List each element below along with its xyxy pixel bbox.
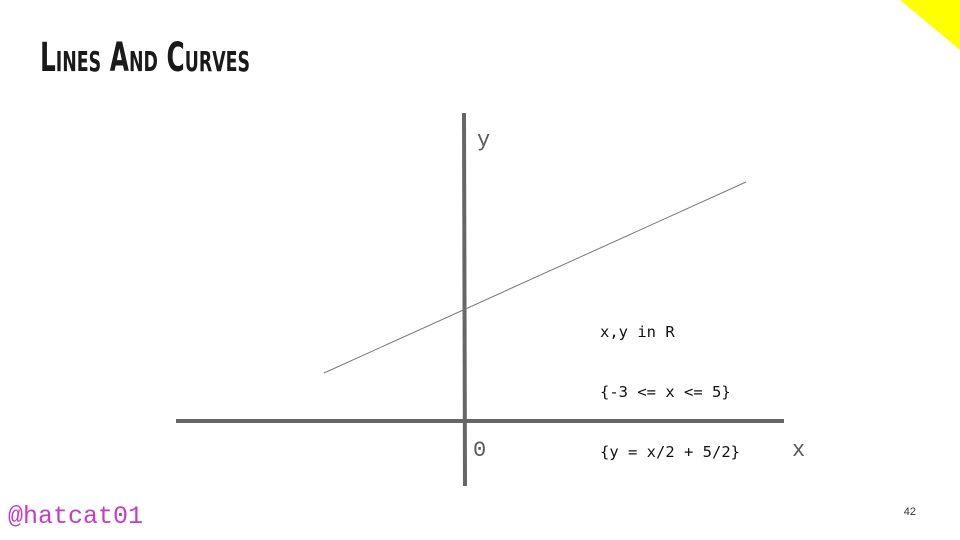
x-axis-label: x <box>792 438 806 463</box>
corner-accent-triangle <box>900 0 960 50</box>
equation-line: {-3 <= x <= 5} <box>600 383 731 401</box>
y-axis <box>462 112 467 487</box>
slide-title: Lines And Curves <box>40 35 251 81</box>
page-number: 42 <box>903 506 916 518</box>
y-axis-label: y <box>477 128 491 153</box>
equation-line: {y = x/2 + 5/2} <box>600 443 740 461</box>
equation-line: x,y in R <box>600 323 675 341</box>
author-handle: @hatcat01 <box>8 502 144 531</box>
function-line <box>323 181 747 374</box>
equation-block: x,y in R {-3 <= x <= 5} {y = x/2 + 5/2} <box>600 282 740 502</box>
origin-label: 0 <box>473 438 487 463</box>
